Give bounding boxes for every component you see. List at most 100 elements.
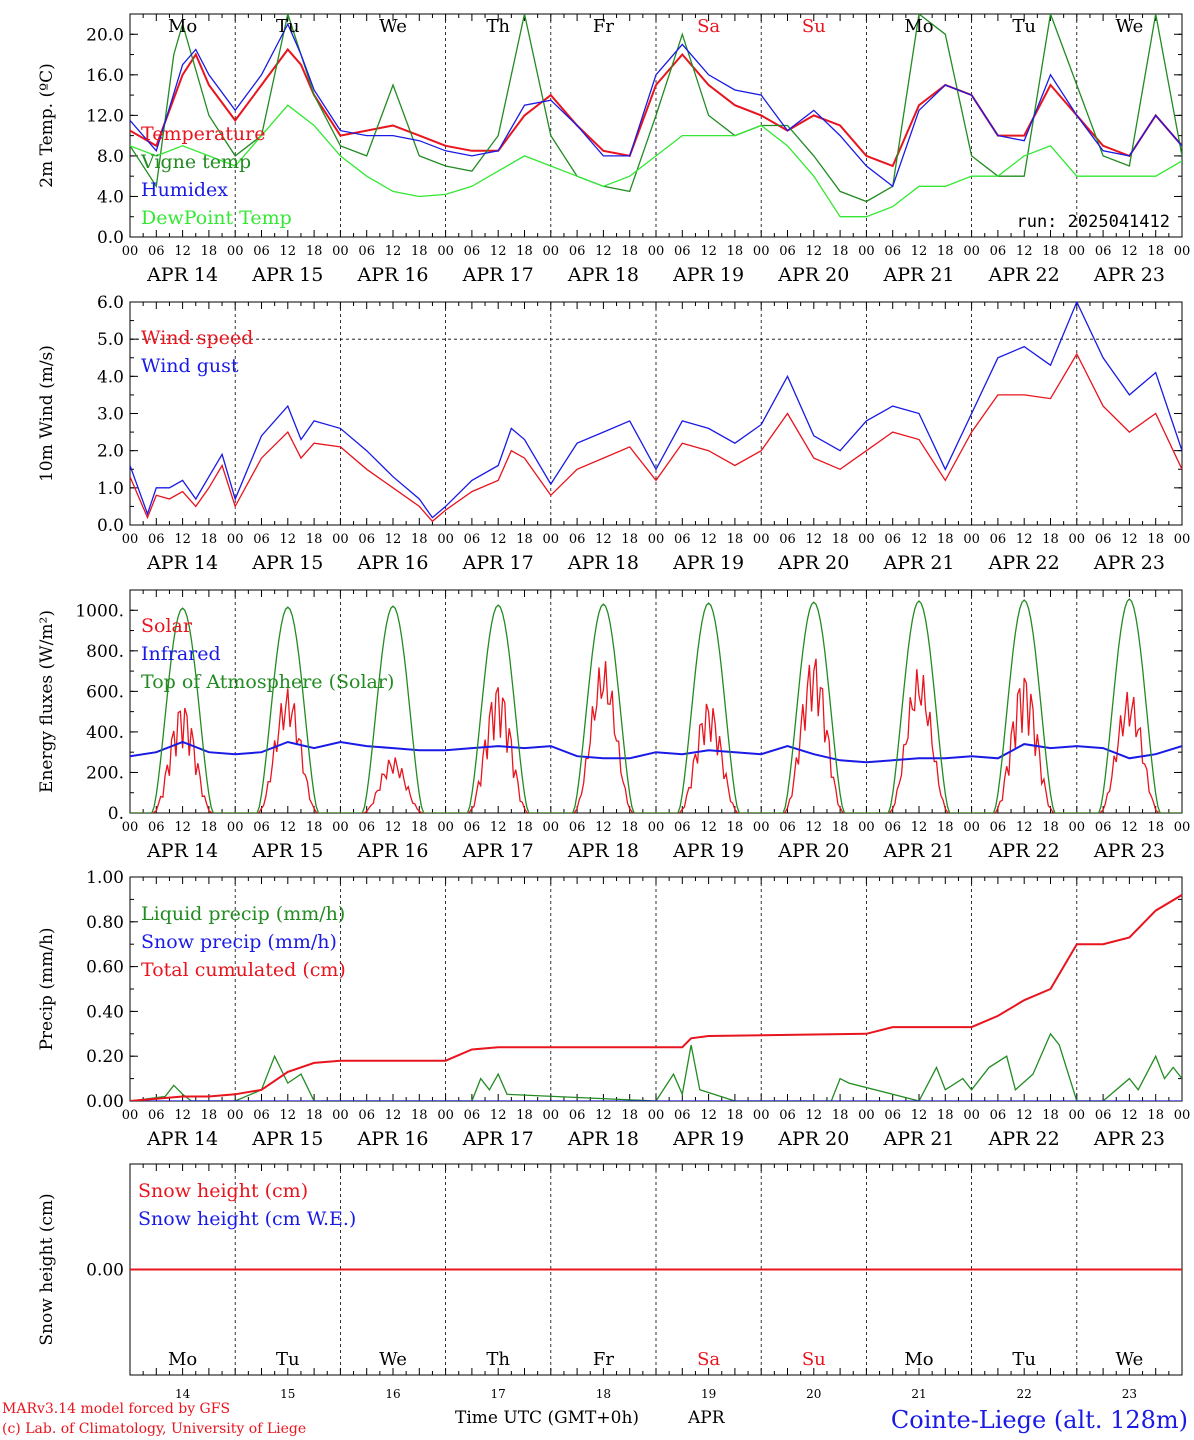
x-hour-label: 00 [963,820,980,835]
x-hour-label: 18 [937,820,954,835]
x-hour-label: 06 [148,820,165,835]
y-tick-label: 1000. [75,601,124,621]
x-hour-label: 06 [148,532,165,547]
day-name: Th [486,16,510,37]
day-name: Mo [168,16,197,37]
x-hour-label: 12 [280,532,297,547]
day-name: We [379,16,407,37]
x-hour-label: 06 [253,1108,270,1123]
day-name: We [379,1349,407,1370]
x-hour-label: 00 [858,244,875,259]
y-tick-label: 0.00 [86,1261,124,1281]
x-hour-label: 18 [727,532,744,547]
day-number: 18 [596,1387,611,1401]
x-hour-label: 12 [280,1108,297,1123]
x-hour-label: 12 [174,820,191,835]
y-tick-label: 5.0 [97,330,124,350]
x-date-label: APR 14 [146,1128,218,1150]
x-date-label: APR 23 [1093,264,1165,286]
x-hour-label: 00 [543,1108,560,1123]
x-hour-label: 18 [306,1108,323,1123]
day-number: 15 [280,1387,295,1401]
x-hour-label: 00 [1174,820,1191,835]
day-name: Sa [697,16,720,37]
x-hour-label: 18 [1042,244,1059,259]
day-name: Mo [168,1349,197,1370]
x-hour-label: 06 [884,820,901,835]
series-line-dewpoint-temp [130,104,1182,218]
x-date-label: APR 17 [462,840,534,862]
x-date-label: APR 18 [567,264,639,286]
x-hour-label: 06 [253,820,270,835]
x-hour-label: 18 [516,820,533,835]
day-number: 23 [1122,1387,1137,1401]
x-hour-label: 06 [148,1108,165,1123]
legend-entry: Wind speed [141,327,253,349]
legend-entry: Snow height (cm W.E.) [138,1208,356,1230]
x-hour-label: 18 [937,532,954,547]
x-hour-label: 06 [884,244,901,259]
day-number: 14 [175,1387,191,1401]
y-tick-label: 4.0 [97,367,124,387]
legend-entry: Top of Atmosphere (Solar) [141,671,394,693]
x-hour-label: 06 [1095,820,1112,835]
y-tick-label: 1.00 [86,868,124,888]
x-hour-label: 12 [700,244,717,259]
x-date-label: APR 20 [777,840,849,862]
x-hour-label: 18 [832,532,849,547]
x-date-label: APR 22 [988,552,1060,574]
x-hour-label: 00 [1069,820,1086,835]
x-date-label: APR 23 [1093,552,1165,574]
legend-entry: Vigne temp [140,151,251,173]
x-hour-label: 18 [727,244,744,259]
x-hour-label: 00 [1174,1108,1191,1123]
x-hour-label: 18 [1042,1108,1059,1123]
x-hour-label: 00 [753,244,770,259]
x-hour-label: 18 [411,532,428,547]
day-name: Th [486,1349,510,1370]
x-hour-label: 18 [832,244,849,259]
x-hour-label: 18 [1147,532,1164,547]
x-hour-label: 12 [385,1108,402,1123]
day-name: Fr [593,16,614,37]
y-axis-label: 2m Temp. (ºC) [37,63,57,188]
x-hour-label: 00 [648,244,665,259]
x-hour-label: 00 [858,820,875,835]
x-hour-label: 00 [753,1108,770,1123]
x-hour-label: 18 [621,820,638,835]
x-hour-label: 18 [306,820,323,835]
x-hour-label: 00 [437,532,454,547]
x-hour-label: 12 [911,532,928,547]
x-hour-label: 12 [385,244,402,259]
x-hour-label: 18 [516,532,533,547]
x-hour-label: 00 [122,1108,139,1123]
x-hour-label: 18 [727,820,744,835]
x-date-label: APR 15 [251,264,323,286]
x-date-label: APR 16 [356,552,428,574]
x-hour-label: 00 [648,1108,665,1123]
run-annotation: run: 2025041412 [1016,212,1170,232]
x-hour-label: 06 [569,244,586,259]
x-hour-label: 00 [122,820,139,835]
x-hour-label: 12 [1121,1108,1138,1123]
x-date-label: APR 14 [146,264,218,286]
x-date-label: APR 19 [672,1128,744,1150]
x-hour-label: 06 [569,532,586,547]
series-line-infrared [130,740,1182,764]
y-tick-label: 0.0 [97,228,124,248]
x-hour-label: 12 [595,1108,612,1123]
x-hour-label: 00 [332,1108,349,1123]
x-hour-label: 00 [858,532,875,547]
x-hour-label: 00 [543,820,560,835]
x-hour-label: 12 [490,244,507,259]
x-date-label: APR 20 [777,264,849,286]
x-date-label: APR 20 [777,552,849,574]
x-hour-label: 00 [543,244,560,259]
x-hour-label: 12 [174,244,191,259]
x-hour-label: 18 [1147,820,1164,835]
y-tick-label: 3.0 [97,405,124,425]
x-date-label: APR 23 [1093,840,1165,862]
x-hour-label: 06 [358,820,375,835]
x-hour-label: 00 [437,244,454,259]
x-hour-label: 00 [858,1108,875,1123]
